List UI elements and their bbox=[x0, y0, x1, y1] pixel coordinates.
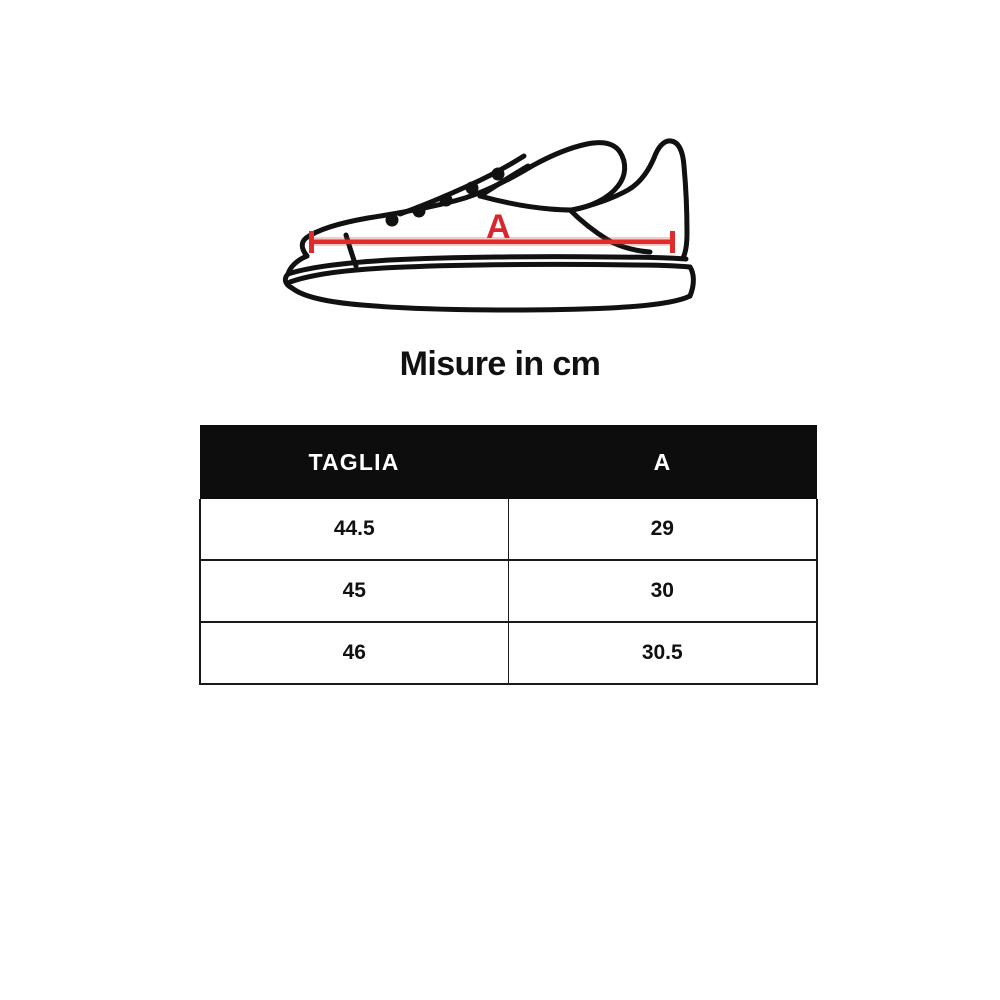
table-header-row: TAGLIA A bbox=[200, 425, 817, 499]
column-header-a: A bbox=[508, 425, 817, 499]
sneaker-diagram: A bbox=[250, 110, 750, 320]
cell-taglia: 46 bbox=[199, 622, 509, 685]
cell-a: 30 bbox=[507, 560, 818, 623]
cell-a: 30.5 bbox=[507, 622, 818, 685]
measurement-line-a bbox=[309, 231, 675, 253]
table-row: 45 30 bbox=[199, 560, 818, 623]
table-row: 44.5 29 bbox=[199, 499, 818, 561]
page-title: Misure in cm bbox=[399, 345, 601, 383]
cell-taglia: 44.5 bbox=[199, 499, 509, 561]
column-header-taglia: TAGLIA bbox=[200, 425, 508, 499]
cell-taglia: 45 bbox=[199, 560, 509, 623]
size-table-container: TAGLIA A 44.5 29 45 30 46 30.5 bbox=[199, 425, 818, 685]
table-row: 46 30.5 bbox=[199, 622, 818, 685]
cell-a: 29 bbox=[507, 499, 818, 561]
lace-eyelets bbox=[385, 167, 505, 227]
size-table: TAGLIA A 44.5 29 45 30 46 30.5 bbox=[199, 425, 818, 685]
